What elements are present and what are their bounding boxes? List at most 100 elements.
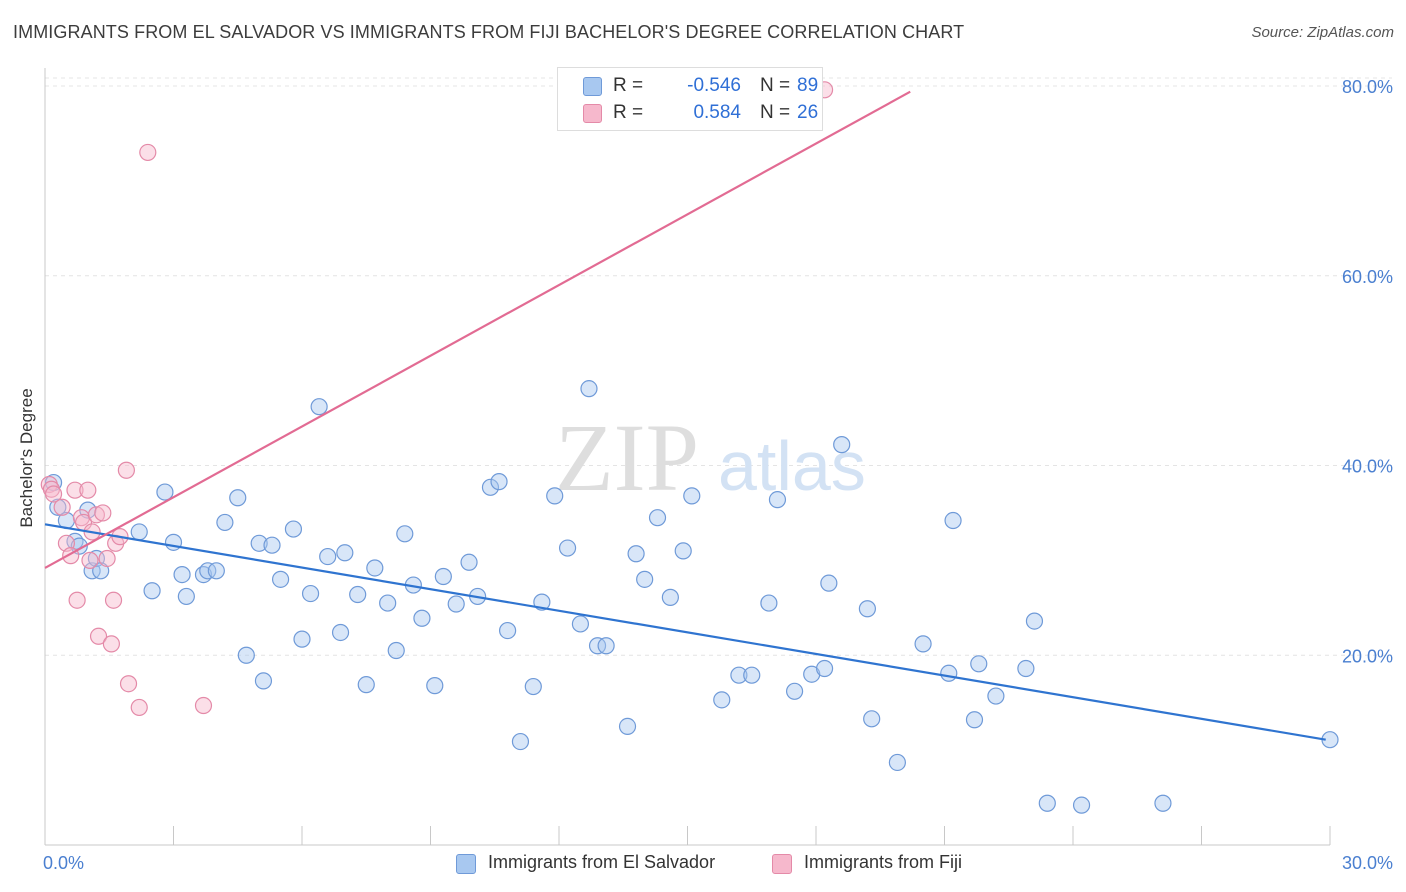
point-el-salvador <box>730 666 748 684</box>
legend-swatch-blue <box>583 77 602 96</box>
point-el-salvador <box>970 655 988 673</box>
axis-layer <box>44 68 1331 846</box>
point-el-salvador <box>648 509 667 527</box>
bottom-legend-label: Immigrants from El Salvador <box>488 852 716 872</box>
y-tick-label: 60.0% <box>1342 267 1393 287</box>
point-el-salvador <box>987 687 1005 705</box>
point-el-salvador <box>490 473 508 491</box>
point-fiji <box>130 698 148 717</box>
point-el-salvador <box>511 732 530 751</box>
source-label: Source: ZipAtlas.com <box>1251 24 1394 41</box>
point-fiji <box>194 696 213 715</box>
point-el-salvador <box>216 513 234 532</box>
point-fiji <box>117 461 135 479</box>
point-el-salvador <box>1038 794 1056 812</box>
point-el-salvador <box>820 574 838 592</box>
point-el-salvador <box>743 666 761 684</box>
point-el-salvador <box>1154 794 1172 812</box>
trend-layer <box>44 90 1326 741</box>
point-el-salvador <box>319 547 337 566</box>
legend-r-label: R = <box>613 75 644 96</box>
point-el-salvador <box>815 659 834 678</box>
legend-n-value: 26 <box>797 102 819 123</box>
point-el-salvador <box>413 609 431 627</box>
chart-title: IMMIGRANTS FROM EL SALVADOR VS IMMIGRANT… <box>13 22 965 42</box>
trend-line-el-salvador <box>44 523 1326 741</box>
point-el-salvador <box>683 487 701 505</box>
point-el-salvador <box>173 566 191 584</box>
point-el-salvador <box>387 641 405 660</box>
point-el-salvador <box>379 594 397 612</box>
point-fiji <box>81 551 99 569</box>
point-fiji <box>102 635 120 653</box>
legend-r-label: R = <box>613 102 644 123</box>
point-el-salvador <box>481 478 500 496</box>
point-el-salvador <box>636 570 654 588</box>
point-fiji <box>98 549 116 568</box>
point-el-salvador <box>156 483 174 501</box>
point-el-salvador <box>713 691 731 709</box>
point-el-salvador <box>768 491 787 509</box>
point-fiji <box>104 591 123 609</box>
point-fiji <box>89 627 108 645</box>
x-tick-label: 0.0% <box>43 853 84 873</box>
point-el-salvador <box>130 523 148 541</box>
legend-swatch-pink <box>583 104 602 123</box>
point-el-salvador <box>336 544 354 562</box>
point-el-salvador <box>1072 796 1091 814</box>
point-el-salvador <box>499 621 517 640</box>
point-el-salvador <box>426 677 444 695</box>
point-el-salvador <box>284 520 303 538</box>
stats-legend: R = -0.546 N = 89 R = 0.584 N = 26 <box>557 67 823 131</box>
point-layer <box>40 81 1339 814</box>
watermark: ZIP atlas <box>555 404 866 511</box>
legend-n-label: N = <box>760 75 791 96</box>
point-el-salvador <box>331 623 350 642</box>
point-fiji <box>79 481 97 499</box>
point-el-salvador <box>546 487 564 505</box>
y-tick-label: 40.0% <box>1342 457 1393 477</box>
point-fiji <box>139 143 157 162</box>
point-el-salvador <box>301 584 320 603</box>
point-el-salvador <box>571 615 590 633</box>
y-tick-label: 20.0% <box>1342 646 1393 666</box>
point-el-salvador <box>580 380 598 398</box>
watermark-zip: ZIP <box>555 404 699 511</box>
point-el-salvador <box>940 664 958 682</box>
point-el-salvador <box>674 542 692 560</box>
watermark-atlas: atlas <box>718 427 866 505</box>
point-el-salvador <box>785 682 804 700</box>
point-el-salvador <box>143 582 161 600</box>
tick-label-layer: 20.0% 40.0% 60.0% 80.0% 0.0% 30.0% <box>43 77 1393 873</box>
point-el-salvador <box>310 398 328 416</box>
point-el-salvador <box>229 489 247 507</box>
point-el-salvador <box>396 525 414 543</box>
legend-n-label: N = <box>760 102 791 123</box>
trend-line-fiji <box>44 90 911 569</box>
bottom-legend-swatch-pink <box>772 854 792 874</box>
point-el-salvador <box>349 585 367 604</box>
point-el-salvador <box>49 498 67 516</box>
point-el-salvador <box>357 676 375 694</box>
point-fiji <box>87 506 106 524</box>
point-el-salvador <box>263 536 281 554</box>
point-el-salvador <box>944 511 962 530</box>
legend-r-value: 0.584 <box>693 102 741 123</box>
point-el-salvador <box>833 436 851 454</box>
y-tick-label: 80.0% <box>1342 77 1393 97</box>
point-el-salvador <box>558 539 577 557</box>
point-el-salvador <box>293 630 311 648</box>
point-el-salvador <box>177 587 195 606</box>
legend-r-value: -0.546 <box>687 75 741 96</box>
point-el-salvador <box>888 753 906 772</box>
point-el-salvador <box>237 646 255 664</box>
point-el-salvador <box>254 672 273 690</box>
point-el-salvador <box>965 711 984 729</box>
bottom-legend-label: Immigrants from Fiji <box>804 852 963 872</box>
point-el-salvador <box>627 545 645 563</box>
x-tick-label: 30.0% <box>1342 853 1393 873</box>
point-el-salvador <box>914 635 932 653</box>
grid-layer <box>45 77 1392 656</box>
point-el-salvador <box>858 600 877 618</box>
